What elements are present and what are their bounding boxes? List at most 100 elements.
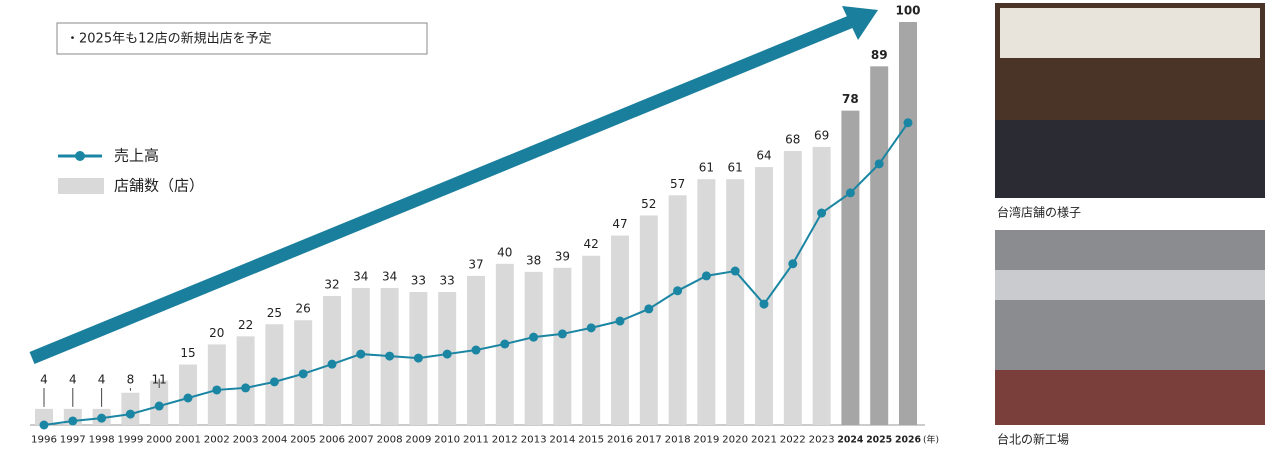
x-tick-label: 2014 <box>549 435 575 446</box>
photo-factory-floor <box>995 370 1265 425</box>
data-label: 20 <box>209 326 224 340</box>
legend-label: 店舗数（店） <box>114 177 204 195</box>
x-tick-label: 1997 <box>60 435 86 446</box>
x-tick-label: 2003 <box>233 435 259 446</box>
x-tick-label: 2000 <box>146 435 172 446</box>
sales-point <box>212 385 222 395</box>
sales-point <box>125 409 135 419</box>
data-label: 100 <box>895 4 920 18</box>
data-label: 52 <box>641 197 656 211</box>
x-tick-label: 1996 <box>31 435 57 446</box>
x-tick-label: 2019 <box>693 435 719 446</box>
sales-point <box>557 329 567 339</box>
data-label: 42 <box>584 237 599 251</box>
data-label: 64 <box>756 149 771 163</box>
sales-point <box>39 420 49 430</box>
sales-point <box>298 369 308 379</box>
data-label: 25 <box>267 306 282 320</box>
bar <box>553 267 572 425</box>
x-tick-label: 2022 <box>780 435 806 446</box>
bar <box>236 336 255 425</box>
annotation: ・2025年も12店の新規出店を予定 <box>66 31 272 47</box>
sales-point <box>97 413 107 423</box>
x-tick-label: 2016 <box>607 435 633 446</box>
bar <box>265 324 284 425</box>
legend-label: 売上高 <box>114 147 159 165</box>
data-label: 78 <box>842 92 859 106</box>
x-tick-label: 2011 <box>463 435 489 446</box>
data-label: 89 <box>871 48 888 62</box>
x-tick-label: 2024 <box>837 435 863 446</box>
sales-point <box>903 118 913 128</box>
bar <box>697 179 716 425</box>
x-tick-label: 2010 <box>434 435 460 446</box>
x-unit: (年) <box>923 434 939 446</box>
x-tick-label: 2008 <box>377 435 403 446</box>
data-label: 61 <box>728 161 743 175</box>
data-label: 39 <box>555 249 570 263</box>
photo-store-sign <box>1000 8 1260 58</box>
x-tick-label: 2020 <box>722 435 748 446</box>
sales-point <box>529 332 539 342</box>
x-tick-label: 2018 <box>665 435 691 446</box>
bar <box>755 167 773 425</box>
data-label: 38 <box>526 253 541 267</box>
data-label: 8 <box>127 373 135 387</box>
photo-factory-hood <box>995 270 1265 300</box>
bar <box>121 392 140 425</box>
x-tick-label: 2013 <box>521 435 547 446</box>
data-label: 33 <box>440 274 455 288</box>
photo-store-crowd <box>995 120 1265 198</box>
sales-point <box>730 266 740 276</box>
x-tick-label: 2009 <box>405 435 431 446</box>
x-tick-label: 2023 <box>809 435 835 446</box>
bar <box>783 150 802 425</box>
sales-point <box>845 188 855 198</box>
x-tick-label: 2002 <box>204 435 230 446</box>
sales-point <box>241 383 251 393</box>
data-label: 61 <box>699 161 714 175</box>
sales-point <box>500 339 510 349</box>
sales-point <box>356 349 366 359</box>
sales-point <box>644 304 654 314</box>
data-label: 34 <box>353 269 368 283</box>
data-label: 11 <box>152 373 167 387</box>
x-tick-label: 1998 <box>89 435 115 446</box>
sales-point <box>817 208 827 218</box>
data-label: 69 <box>814 128 829 142</box>
x-tick-label: 2015 <box>578 435 604 446</box>
data-label: 15 <box>180 346 195 360</box>
sales-point <box>586 323 596 333</box>
photo-caption: 台北の新工場 <box>997 432 1069 447</box>
legend-dot <box>75 151 85 161</box>
bar <box>812 146 831 425</box>
bar <box>668 195 687 425</box>
x-tick-label: 2025 <box>866 435 892 446</box>
photo-caption: 台湾店舗の様子 <box>997 205 1081 220</box>
x-tick-label: 2007 <box>348 435 374 446</box>
annotation-box <box>56 22 428 55</box>
sales-point <box>701 271 711 281</box>
bar <box>582 255 601 425</box>
sales-point <box>413 353 423 363</box>
data-label: 4 <box>40 373 48 387</box>
bar <box>207 344 226 425</box>
data-label: 26 <box>296 302 311 316</box>
bar <box>726 179 745 425</box>
legend-swatch <box>58 178 104 194</box>
sales-point <box>471 345 481 355</box>
bar <box>639 215 658 425</box>
data-label: 4 <box>69 373 77 387</box>
data-label: 68 <box>785 132 800 146</box>
data-label: 47 <box>612 217 627 231</box>
data-label: 4 <box>98 373 106 387</box>
sales-point <box>183 393 193 403</box>
x-tick-label: 2001 <box>175 435 201 446</box>
growth-arrow-head <box>842 6 878 40</box>
bar <box>870 66 889 425</box>
sales-point <box>269 377 279 387</box>
data-label: 33 <box>411 274 426 288</box>
data-label: 37 <box>468 257 483 271</box>
bar <box>35 408 53 425</box>
bar <box>524 271 543 425</box>
